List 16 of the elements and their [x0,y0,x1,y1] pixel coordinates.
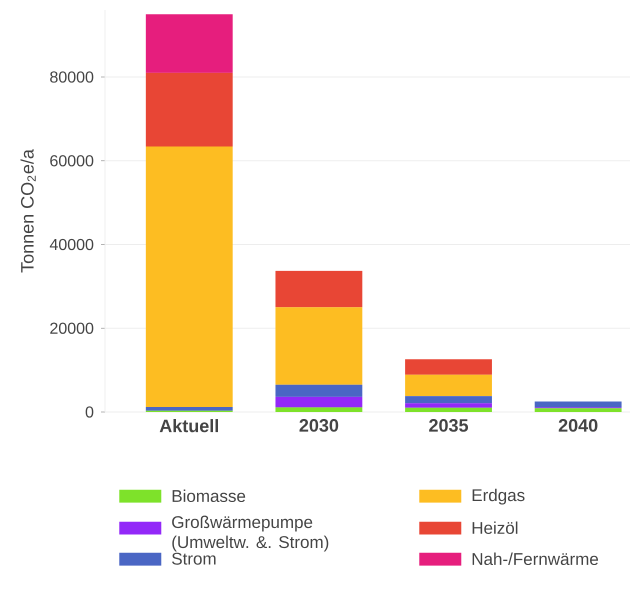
y-tick-label: 40000 [50,238,94,250]
y-tick-label: 20000 [50,322,94,334]
legend-label: Biomasse [172,490,246,502]
x-tick-label: Aktuell [160,419,218,432]
legend-label: Strom [172,552,216,565]
y-tick-label: 0 [86,406,94,418]
x-tick-label: 2040 [558,419,598,432]
y-axis-title: Tonnen CO$_{2}$e/a [20,149,36,272]
y-tick-label: 60000 [50,155,94,166]
legend-label: Erdgas [472,488,524,505]
legend-label: Heizöl [472,521,518,534]
x-tick-label: 2030 [300,419,338,432]
y-tick-label: 80000 [50,71,94,83]
legend-label: Großwärmepumpe (Umweltw. &. Strom) [172,516,328,552]
legend-label: Nah-/Fernwärme [472,552,598,566]
x-tick-label: 2035 [429,419,468,432]
